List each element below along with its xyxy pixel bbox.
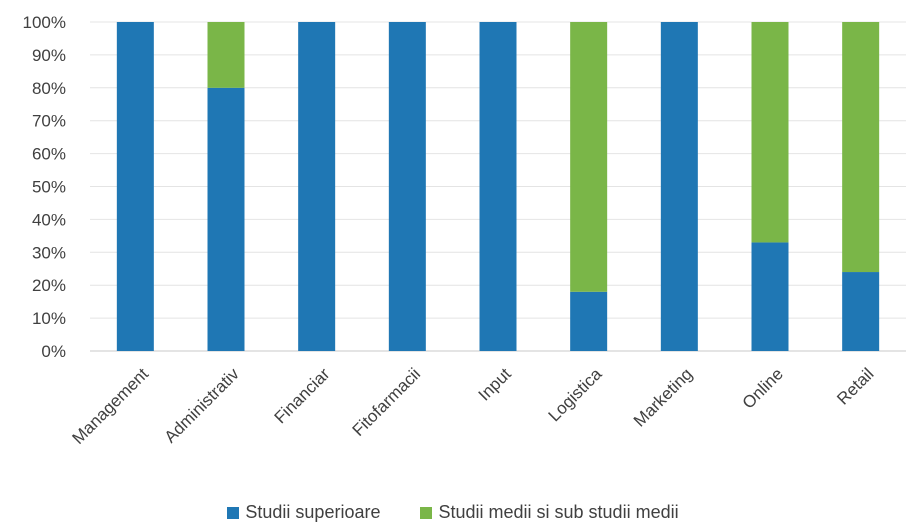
legend-swatch-studii-medii: [420, 506, 433, 519]
x-tick-label: Retail: [833, 364, 877, 408]
y-tick-label: 100%: [23, 13, 66, 32]
legend-label-studii-medii: Studii medii si sub studii medii: [438, 502, 679, 522]
y-tick-label: 80%: [32, 79, 66, 98]
bar-segment-studii-superioare: [842, 272, 880, 351]
x-tick-label: Fitofarmacii: [349, 364, 425, 440]
y-tick-label: 30%: [32, 243, 66, 262]
y-tick-label: 40%: [32, 210, 66, 229]
x-tick-label: Administrativ: [161, 364, 244, 447]
x-tick-label: Marketing: [630, 364, 696, 430]
y-tick-label: 10%: [32, 309, 66, 328]
legend-label-studii-superioare: Studii superioare: [245, 502, 381, 522]
bar-segment-studii-superioare: [751, 242, 789, 351]
legend-item-studii-superioare: Studii superioare: [227, 502, 380, 523]
legend-swatch-studii-superioare: [227, 506, 240, 519]
x-axis: Management Administrativ Financiar Fitofarm…: [69, 364, 878, 448]
x-tick-label: Management: [69, 364, 153, 448]
y-tick-label: 50%: [32, 178, 66, 197]
bars: [116, 22, 880, 352]
y-tick-label: 0%: [41, 342, 66, 361]
y-axis: 0% 10% 20% 30% 40% 50% 60% 70% 80% 90% 100%: [23, 13, 66, 361]
stacked-bar-chart: 0% 10% 20% 30% 40% 50% 60% 70% 80% 90% 100% Manage…: [23, 13, 906, 448]
bar-segment-studii-superioare: [479, 22, 517, 351]
bar-segment-studii-superioare: [570, 291, 608, 351]
x-tick-label: Online: [739, 364, 787, 412]
bar-segment-studii-superioare: [298, 22, 336, 351]
y-tick-label: 90%: [32, 46, 66, 65]
bar-segment-studii-superioare: [660, 22, 698, 351]
bar-segment-studii-medii: [207, 22, 245, 88]
bar-segment-studii-superioare: [116, 22, 154, 351]
x-tick-label: Logistica: [545, 364, 606, 425]
bar-segment-studii-medii: [570, 22, 608, 292]
x-tick-label: Financiar: [271, 364, 334, 427]
legend-item-studii-medii: Studii medii si sub studii medii: [420, 502, 679, 523]
y-tick-label: 20%: [32, 276, 66, 295]
bar-segment-studii-superioare: [388, 22, 426, 351]
y-tick-label: 60%: [32, 145, 66, 164]
bar-segment-studii-medii: [842, 22, 880, 273]
bar-segment-studii-superioare: [207, 87, 245, 352]
y-tick-label: 70%: [32, 112, 66, 131]
x-tick-label: Input: [475, 364, 515, 404]
legend: Studii superioare Studii medii si sub st…: [0, 502, 906, 523]
bar-segment-studii-medii: [751, 22, 789, 243]
